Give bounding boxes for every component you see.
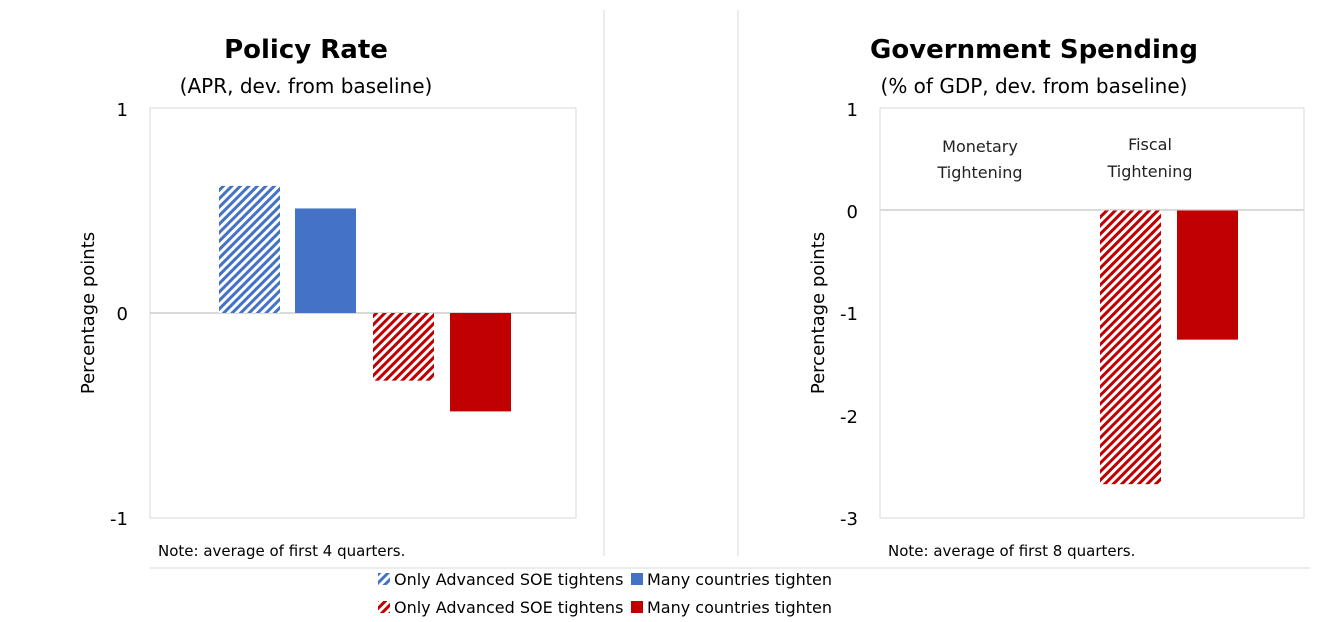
chart-government-spending: Government Spending (% of GDP, dev. from… [808, 35, 1305, 560]
legend-label: Only Advanced SOE tightens [394, 570, 623, 589]
legend-label: Many countries tighten [647, 598, 832, 617]
chart-note: Note: average of first 8 quarters. [888, 542, 1135, 560]
chart-note: Note: average of first 4 quarters. [158, 542, 405, 560]
plot-area [879, 107, 1305, 519]
bar-red-solid [450, 313, 511, 412]
bar-red-solid [1177, 210, 1238, 340]
annotation-fiscal-line2: Tightening [1106, 162, 1192, 181]
legend-swatch-red-solid [631, 601, 643, 613]
bar-blue-hatched [219, 185, 280, 313]
chart-policy-rate: Policy Rate (APR, dev. from baseline) 1 … [78, 35, 577, 560]
bar-group [219, 185, 511, 412]
legend-swatch-red-hatched [378, 601, 390, 613]
chart-title: Government Spending [870, 35, 1198, 65]
y-tick-label: -2 [840, 407, 858, 428]
annotation-fiscal-line1: Fiscal [1128, 135, 1172, 154]
legend-swatch-blue-solid [631, 573, 643, 585]
legend: Only Advanced SOE tightens Many countrie… [378, 570, 832, 617]
y-tick-label: -1 [840, 304, 858, 325]
bar-red-hatched [373, 313, 434, 381]
bar-blue-solid [295, 208, 356, 313]
bar-red-hatched [1100, 210, 1161, 485]
legend-label: Only Advanced SOE tightens [394, 598, 623, 617]
chart-title: Policy Rate [224, 35, 388, 65]
y-tick-label: 1 [847, 100, 858, 121]
chart-subtitle: (APR, dev. from baseline) [180, 74, 433, 98]
legend-label: Many countries tighten [647, 570, 832, 589]
y-axis-label: Percentage points [808, 232, 829, 394]
chart-subtitle: (% of GDP, dev. from baseline) [881, 74, 1188, 98]
y-tick-label: 1 [117, 100, 128, 121]
y-tick-label: -1 [110, 509, 128, 530]
y-axis-label: Percentage points [78, 232, 99, 394]
bar-group [1100, 210, 1238, 485]
y-tick-label: 0 [847, 202, 858, 223]
legend-swatch-blue-hatched [378, 573, 390, 585]
annotation-monetary-line2: Tightening [936, 163, 1022, 182]
annotation-monetary-line1: Monetary [942, 137, 1018, 156]
y-tick-label: -3 [840, 509, 858, 530]
y-tick-label: 0 [117, 304, 128, 325]
